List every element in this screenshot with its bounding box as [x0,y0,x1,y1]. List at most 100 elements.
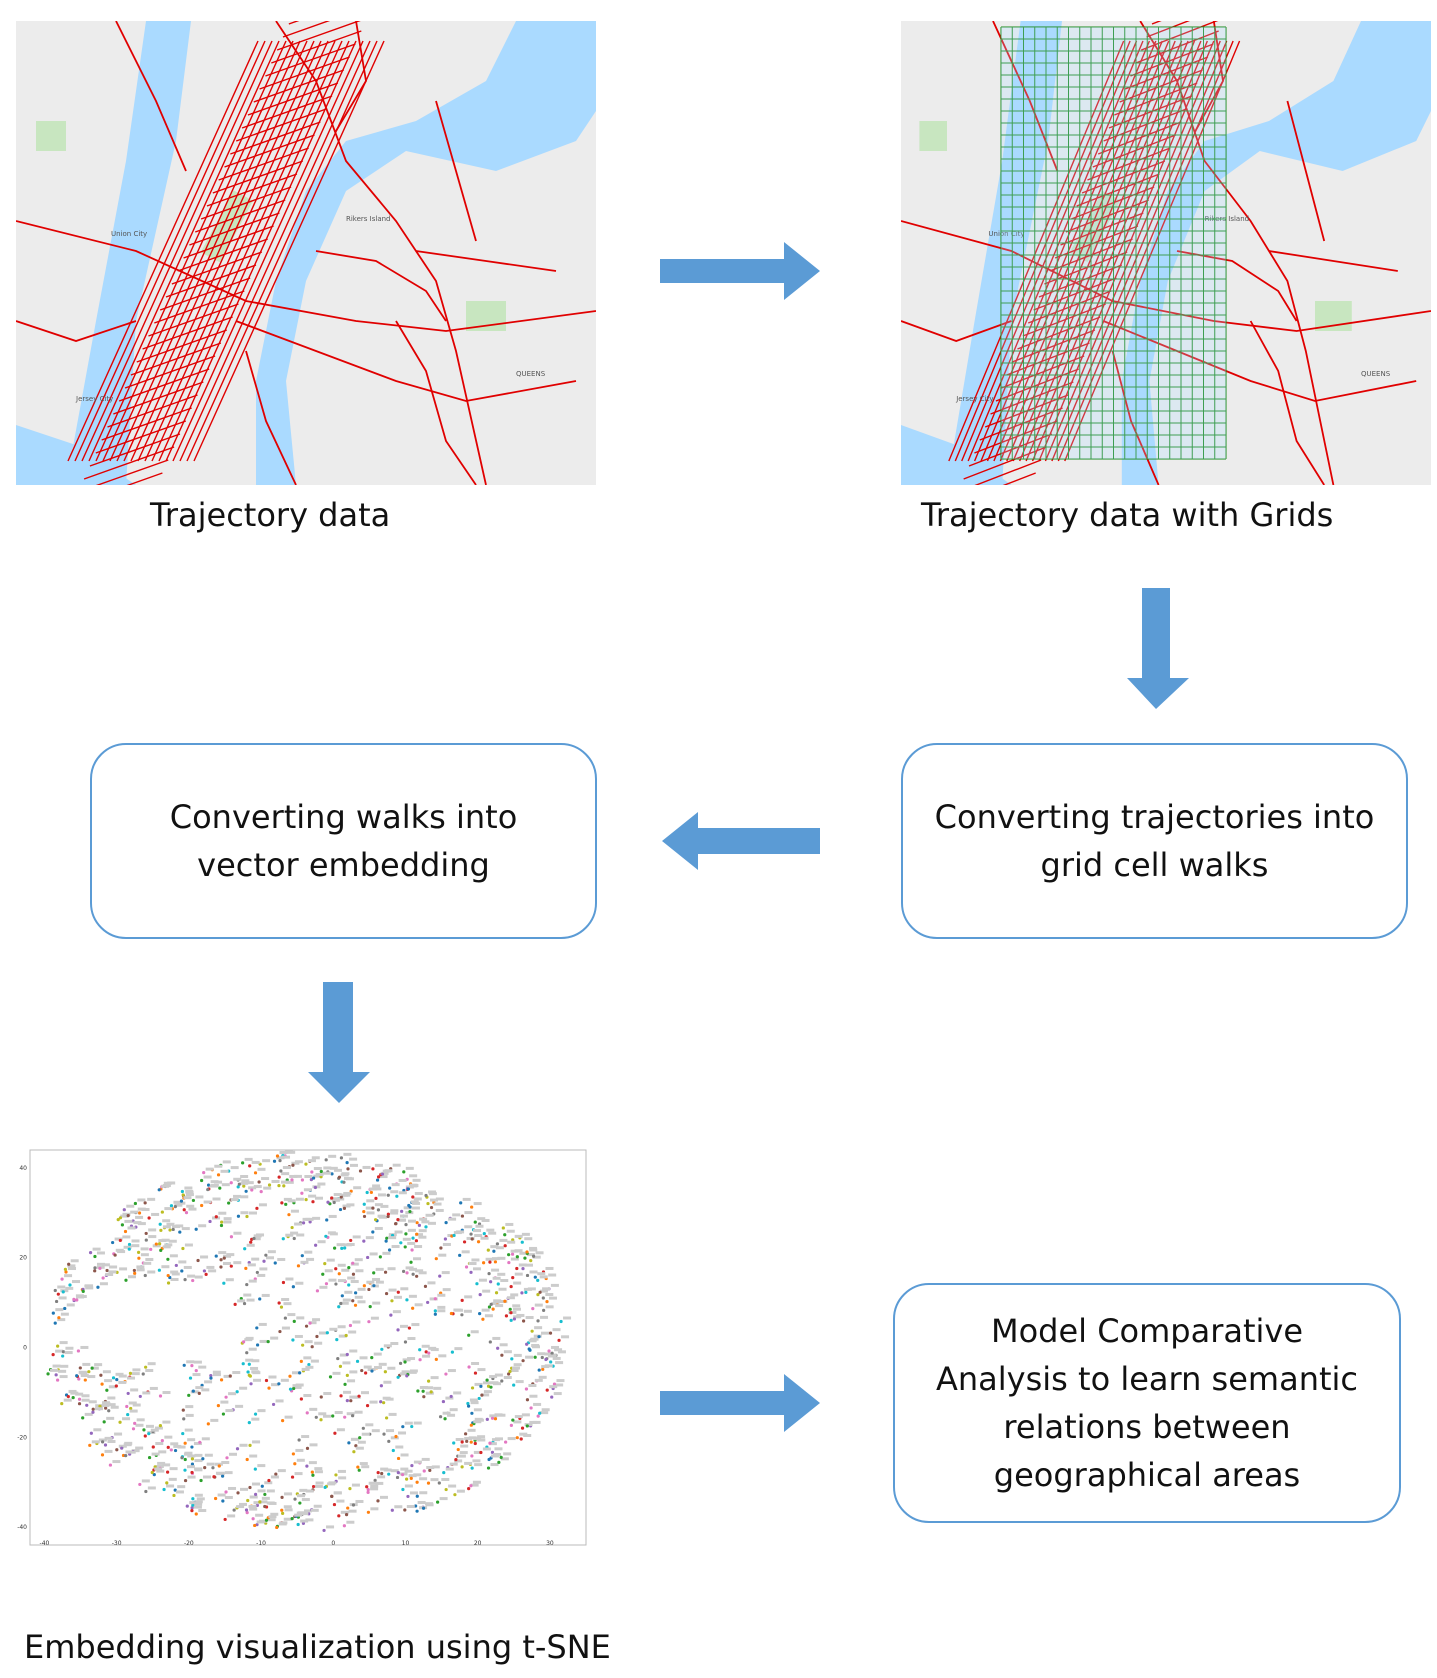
point-label [318,1412,327,1416]
scatter-point [509,1311,513,1315]
point-label [240,1175,249,1179]
point-label [453,1391,462,1395]
scatter-point [242,1184,246,1188]
scatter-point [100,1382,104,1386]
river [66,21,191,485]
point-label [365,1236,374,1240]
scatter-point [187,1393,191,1397]
point-label [59,1375,68,1379]
point-label [464,1461,473,1465]
point-label [545,1305,554,1309]
point-label [481,1218,490,1222]
scatter-point [93,1266,97,1270]
scatter-point [241,1362,245,1366]
scatter-point [427,1379,431,1383]
scatter-point [337,1175,342,1179]
scatter-point [347,1266,351,1270]
point-label [201,1437,210,1441]
point-label [246,1243,255,1247]
bay [16,425,136,485]
scatter-point [433,1309,437,1313]
scatter-point [281,1237,285,1241]
scatter-point [98,1404,102,1408]
point-label [412,1201,421,1205]
point-label [464,1295,473,1299]
trajectory-map: Union City Jersey City QUEENS Rikers Island [16,21,596,485]
point-label [514,1272,523,1276]
point-label [145,1368,154,1372]
map-label: QUEENS [516,370,546,378]
point-label [323,1414,332,1418]
point-label [415,1269,424,1273]
point-label [563,1316,572,1320]
point-label [208,1269,217,1273]
scatter-point [168,1228,172,1232]
point-label [240,1487,249,1491]
point-label [183,1196,192,1200]
point-label [193,1442,202,1446]
scatter-point [200,1203,204,1208]
highway [395,320,477,485]
point-label [122,1235,131,1239]
point-label [492,1382,501,1386]
scatter-point [57,1316,61,1320]
scatter-point [388,1186,392,1190]
point-label [240,1181,249,1185]
point-label [212,1197,221,1201]
point-label [544,1352,553,1356]
point-label [130,1210,139,1214]
scatter-point [375,1178,380,1182]
point-label [287,1199,296,1203]
point-label [268,1515,277,1519]
scatter-point [466,1401,470,1406]
point-label [411,1323,420,1327]
point-label [96,1262,105,1266]
scatter-point [291,1452,295,1456]
point-label [248,1504,257,1508]
central-park [200,190,254,263]
point-label [214,1164,223,1168]
point-label [226,1253,235,1257]
scatter-point [333,1246,337,1250]
point-label [293,1174,302,1178]
scatter-point [362,1202,366,1206]
scatter-point [512,1383,516,1387]
point-label [346,1520,355,1524]
scatter-point [351,1414,355,1418]
scatter-point [222,1281,226,1285]
point-label [488,1231,497,1235]
scatter-point [415,1221,419,1225]
scatter-point [324,1158,328,1162]
point-label [228,1392,237,1396]
scatter-point [124,1454,128,1458]
scatter-point [138,1394,142,1399]
scatter-point [410,1424,414,1429]
point-label [480,1236,489,1240]
scatter-point [464,1432,468,1436]
scatter-point [282,1184,286,1188]
scatter-point [245,1510,249,1515]
scatter-point [141,1372,145,1376]
point-label [204,1380,213,1384]
point-label [493,1299,502,1303]
point-label [140,1247,149,1251]
scatter-point [323,1485,327,1490]
scatter-point [469,1423,473,1427]
point-label [303,1356,312,1360]
scatter-point [557,1338,561,1342]
scatter-point [182,1363,186,1367]
point-label [189,1501,198,1505]
point-label [349,1349,358,1353]
point-label [184,1428,193,1432]
point-label [500,1279,509,1283]
central-park [1069,190,1121,263]
highway [16,320,137,342]
scatter-point [304,1162,308,1166]
scatter-point [280,1508,284,1512]
point-label [494,1413,503,1417]
scatter-point [169,1204,174,1208]
route [1103,108,1187,142]
point-label [263,1186,272,1190]
grid-overlay [1000,26,1227,460]
scatter-point [452,1441,456,1445]
